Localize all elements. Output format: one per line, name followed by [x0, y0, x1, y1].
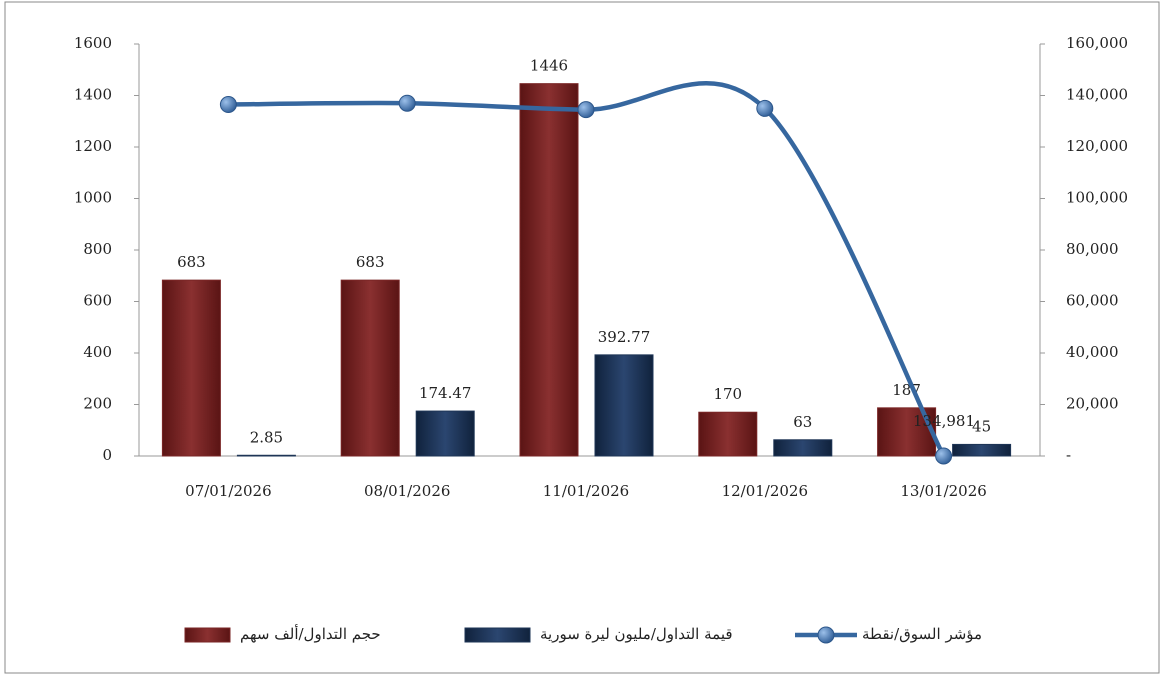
y-tick-label: 1000 [74, 189, 112, 207]
y2-tick-label: 100,000 [1066, 189, 1128, 207]
y-tick-label: 400 [83, 343, 112, 361]
line-marker [577, 101, 595, 119]
bar [519, 83, 579, 457]
y2-tick-label: 60,000 [1066, 292, 1119, 310]
bar [236, 454, 296, 457]
bar-label: 2.85 [250, 428, 283, 446]
y2-tick-label: 140,000 [1066, 86, 1128, 104]
line-marker [756, 99, 774, 117]
y2-tick-label: 20,000 [1066, 395, 1119, 413]
y-tick-label: 800 [83, 240, 112, 258]
y2-tick-label: 120,000 [1066, 137, 1128, 155]
legend-swatch [184, 627, 231, 643]
y-tick-label: 1400 [74, 86, 112, 104]
y2-tick-label: 80,000 [1066, 240, 1119, 258]
bar-label: 170 [713, 385, 742, 403]
bar-label: 45 [972, 417, 991, 435]
bar [415, 410, 475, 457]
x-tick-label: 12/01/2026 [722, 482, 808, 500]
y2-tick-label: - [1066, 446, 1071, 464]
bar [594, 354, 654, 457]
bar [773, 439, 833, 457]
x-tick-label: 11/01/2026 [543, 482, 629, 500]
y-tick-label: 1200 [74, 137, 112, 155]
x-tick-label: 13/01/2026 [900, 482, 986, 500]
bar-label: 683 [356, 253, 385, 271]
bar-label: 1446 [530, 57, 568, 75]
legend-label: قيمة التداول/مليون ليرة سورية [540, 625, 733, 643]
legend-label: مؤشر السوق/نقطة [862, 625, 982, 643]
y-tick-label: 1600 [74, 34, 112, 52]
line-label: 134,981 [913, 412, 975, 430]
legend-marker [817, 626, 835, 644]
y-tick-label: 600 [83, 292, 112, 310]
x-tick-label: 08/01/2026 [364, 482, 450, 500]
y2-tick-label: 160,000 [1066, 34, 1128, 52]
y-tick-label: 0 [102, 446, 112, 464]
bar [161, 279, 221, 457]
line-marker [935, 447, 953, 465]
bar [952, 443, 1012, 457]
legend-swatch [464, 627, 531, 643]
bar [340, 279, 400, 457]
bar-label: 392.77 [598, 328, 651, 346]
bar-label: 63 [793, 413, 812, 431]
x-tick-label: 07/01/2026 [185, 482, 271, 500]
line [228, 81, 946, 458]
frame [4, 1, 1160, 674]
bar-label: 174.47 [419, 384, 472, 402]
line-marker [398, 94, 416, 112]
y2-tick-label: 40,000 [1066, 343, 1119, 361]
bar-label: 683 [177, 253, 206, 271]
bar [698, 411, 758, 457]
y-tick-label: 200 [83, 395, 112, 413]
legend-label: حجم التداول/ألف سهم [240, 624, 381, 643]
line-marker [219, 96, 237, 114]
